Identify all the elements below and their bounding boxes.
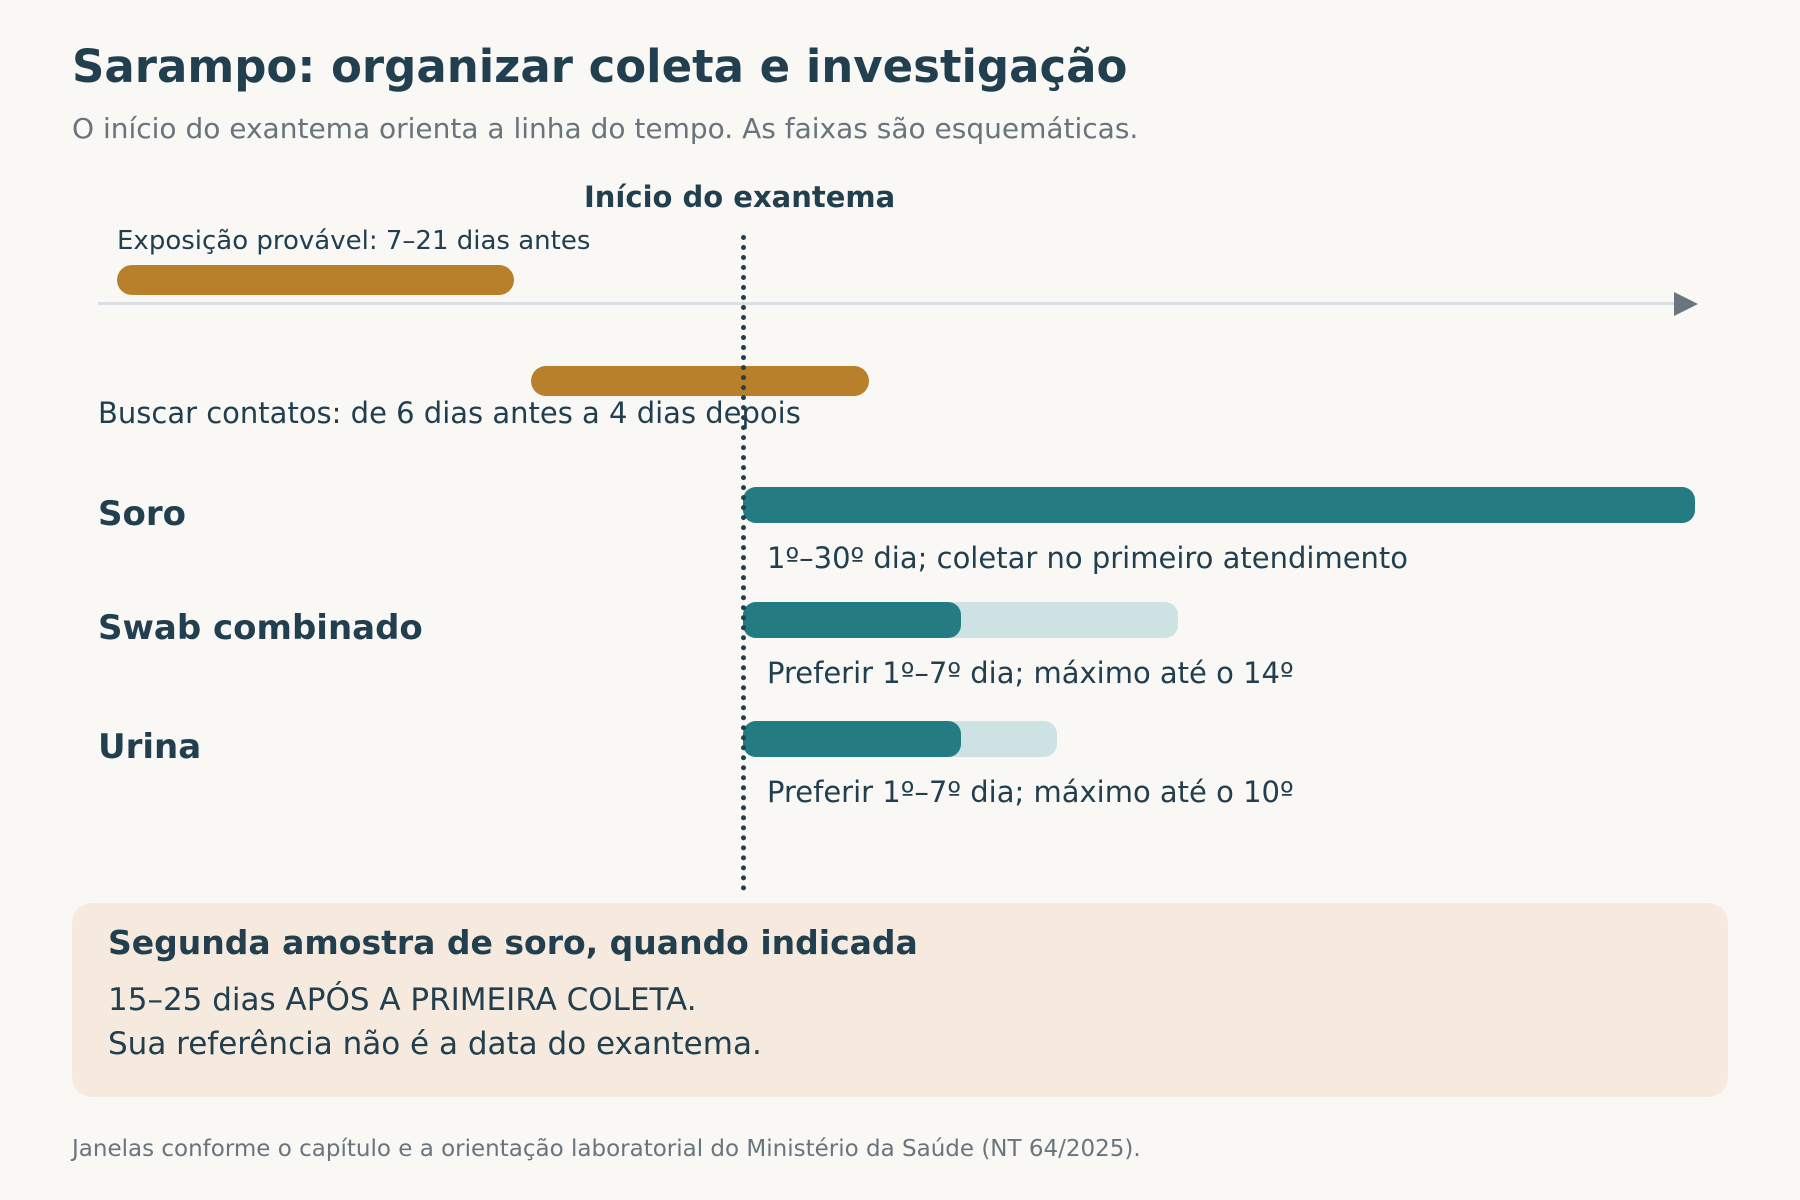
onset-label: Início do exantema: [584, 180, 896, 214]
exposure-label: Exposição provável: 7–21 dias antes: [117, 226, 591, 256]
exposure-bar: [117, 265, 514, 295]
contacts-bar: [531, 366, 869, 396]
arrow-right-icon: [1674, 292, 1698, 316]
callout-line-2: Sua referência não é a data do exantema.: [108, 1026, 762, 1062]
contacts-label: Buscar contatos: de 6 dias antes a 4 dia…: [98, 396, 801, 430]
sample-label-soro: Soro: [98, 494, 186, 534]
page-subtitle: O início do exantema orienta a linha do …: [72, 112, 1139, 145]
sample-bar-soro: [743, 487, 1695, 523]
sample-bar-urina: [743, 721, 961, 757]
sample-note-swab: Preferir 1º–7º dia; máximo até o 14º: [767, 656, 1294, 690]
sample-note-soro: 1º–30º dia; coletar no primeiro atendime…: [767, 541, 1409, 575]
page-title: Sarampo: organizar coleta e investigação: [72, 40, 1128, 93]
callout-title: Segunda amostra de soro, quando indicada: [108, 923, 918, 962]
sample-bar-swab: [743, 602, 961, 638]
onset-marker-line: [741, 235, 746, 891]
sample-note-urina: Preferir 1º–7º dia; máximo até o 10º: [767, 775, 1294, 809]
footer-note: Janelas conforme o capítulo e a orientaç…: [72, 1136, 1141, 1162]
callout-line-1: 15–25 dias APÓS A PRIMEIRA COLETA.: [108, 982, 697, 1018]
sample-label-urina: Urina: [98, 727, 202, 767]
second-sample-callout: [72, 903, 1728, 1097]
sample-label-swab: Swab combinado: [98, 608, 423, 648]
timeline-axis: [98, 302, 1678, 305]
